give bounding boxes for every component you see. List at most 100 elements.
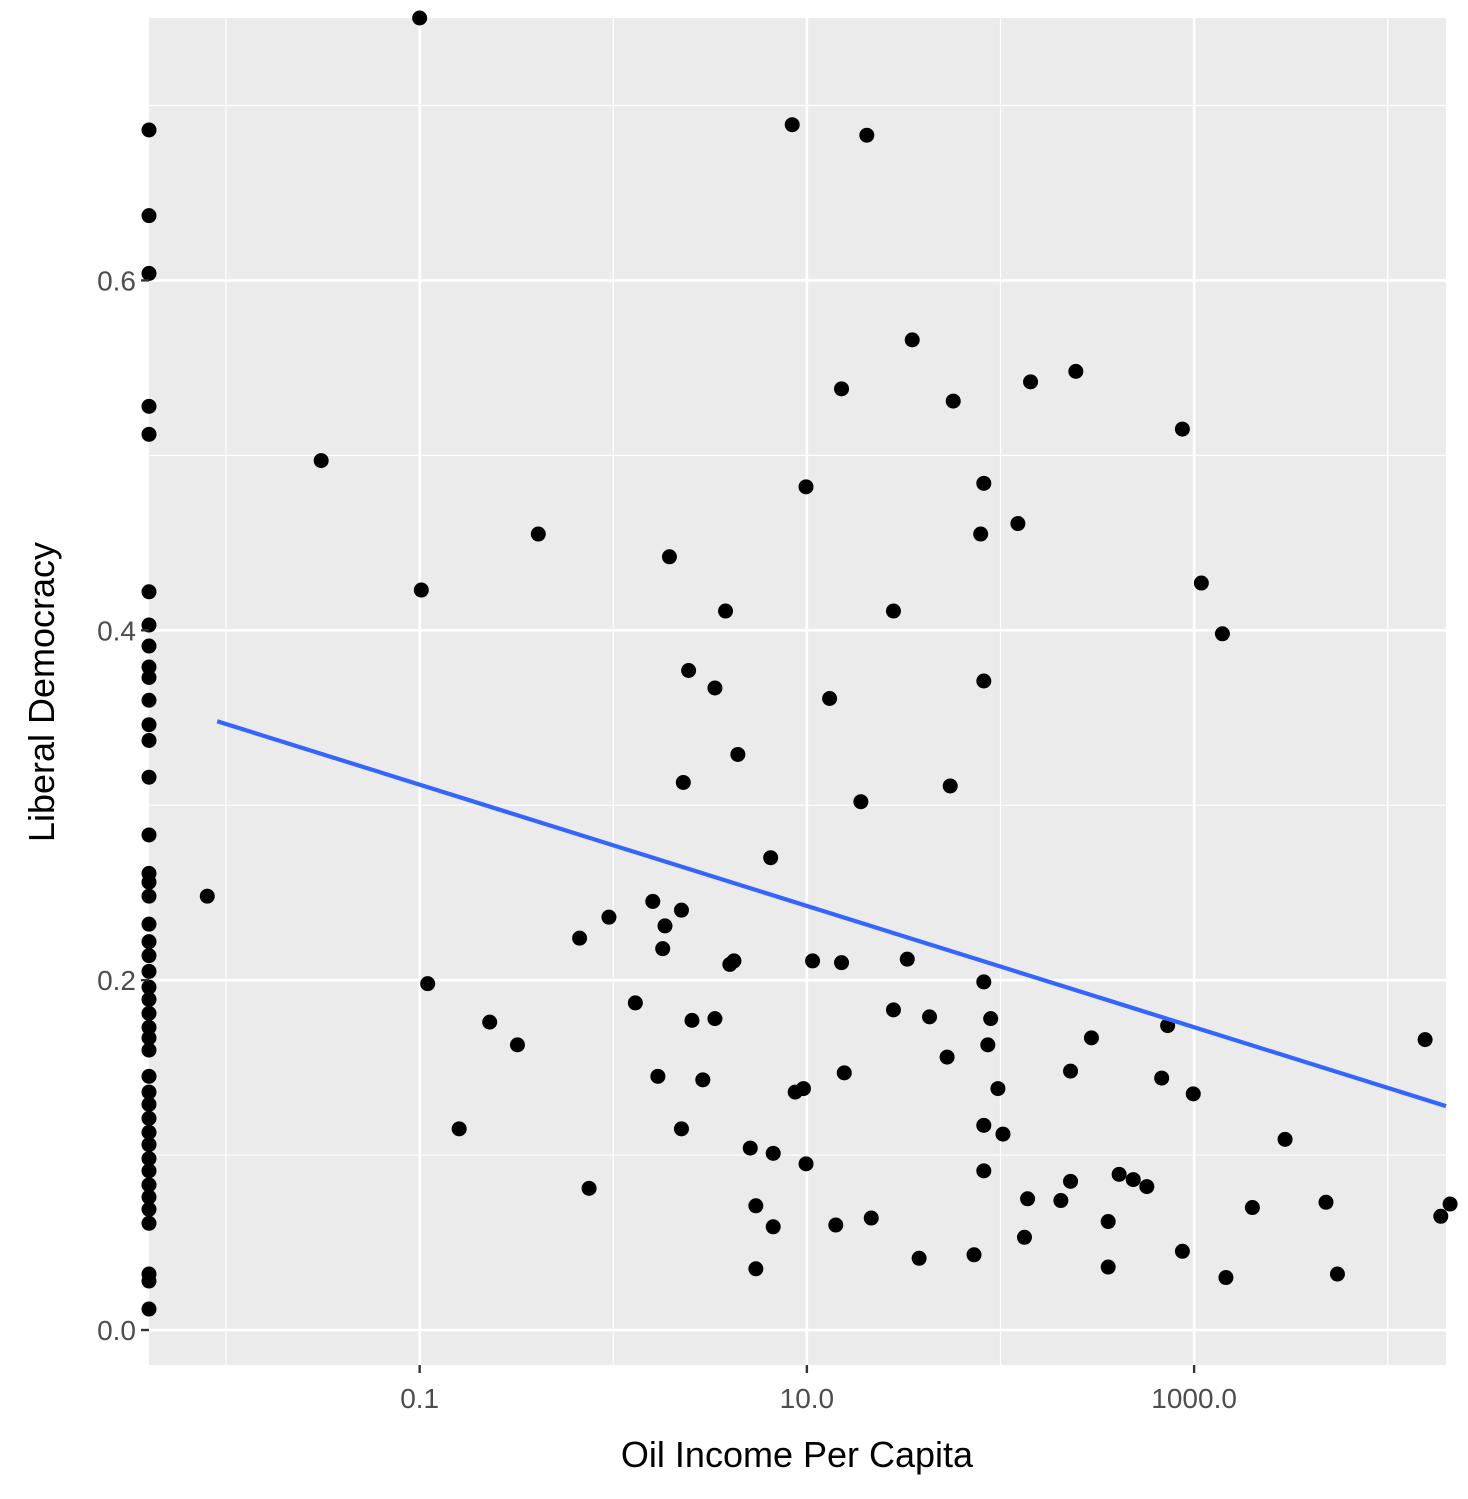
data-point — [763, 850, 779, 866]
data-point — [673, 1121, 689, 1137]
data-point — [885, 1002, 901, 1018]
data-point — [726, 953, 742, 969]
data-point — [976, 974, 992, 990]
data-point — [1111, 1166, 1127, 1182]
data-point — [657, 918, 673, 934]
data-point — [730, 746, 746, 762]
data-point — [141, 265, 157, 281]
data-point — [141, 1096, 157, 1112]
data-point — [863, 1210, 879, 1226]
data-point — [141, 1151, 157, 1167]
grid-minor — [149, 18, 1446, 1365]
data-point — [650, 1068, 666, 1084]
data-point — [141, 991, 157, 1007]
data-point — [451, 1121, 467, 1137]
data-point — [1214, 626, 1230, 642]
data-point — [141, 426, 157, 442]
data-point — [141, 948, 157, 964]
data-point — [1244, 1200, 1260, 1216]
y-tick-label: 0.0 — [97, 1315, 136, 1346]
data-point — [141, 208, 157, 224]
data-point — [942, 778, 958, 794]
data-point — [1083, 1030, 1099, 1046]
data-point — [141, 1201, 157, 1217]
data-point — [834, 955, 850, 971]
data-point — [707, 1011, 723, 1027]
plot-panel — [149, 18, 1446, 1365]
data-point — [1053, 1193, 1069, 1209]
data-point — [141, 963, 157, 979]
x-axis-title: Oil Income Per Capita — [621, 1434, 974, 1475]
data-point — [141, 1030, 157, 1046]
data-point — [1329, 1266, 1345, 1282]
data-point — [1174, 421, 1190, 437]
data-point — [1154, 1070, 1170, 1086]
data-point — [141, 638, 157, 654]
data-point — [798, 479, 814, 495]
y-tick-label: 0.6 — [97, 265, 136, 296]
tick-labels: 0.1 10.0 1000.0 0.0 0.2 0.4 0.6 — [97, 265, 1237, 1414]
y-tick-label: 0.2 — [97, 965, 136, 996]
y-axis-title: Liberal Democracy — [21, 542, 62, 842]
data-point — [141, 1163, 157, 1179]
data-point — [1318, 1194, 1334, 1210]
data-point — [911, 1250, 927, 1266]
data-point — [983, 1011, 999, 1027]
data-point — [627, 995, 643, 1011]
data-point — [707, 680, 723, 696]
data-point — [141, 1189, 157, 1205]
data-point — [1100, 1214, 1116, 1230]
data-point — [748, 1261, 764, 1277]
data-point — [765, 1219, 781, 1235]
data-point — [828, 1217, 844, 1233]
data-point — [976, 1163, 992, 1179]
data-point — [141, 888, 157, 904]
data-point — [904, 332, 920, 348]
data-point — [420, 976, 436, 992]
data-point — [141, 398, 157, 414]
data-point — [976, 475, 992, 491]
x-tick-label: 10.0 — [780, 1383, 835, 1414]
data-point — [822, 690, 838, 706]
data-point — [655, 941, 671, 957]
data-point — [995, 1126, 1011, 1142]
data-point — [990, 1081, 1006, 1097]
data-point — [976, 1117, 992, 1133]
data-point — [885, 603, 901, 619]
data-point — [141, 1005, 157, 1021]
data-point — [980, 1037, 996, 1053]
data-point — [922, 1009, 938, 1025]
y-tick-label: 0.4 — [97, 615, 136, 646]
data-point — [572, 930, 588, 946]
data-point — [141, 692, 157, 708]
data-point — [1193, 575, 1209, 591]
data-point — [141, 1215, 157, 1231]
grid-major — [149, 18, 1446, 1365]
data-point — [141, 979, 157, 995]
data-point — [695, 1072, 711, 1088]
data-point — [1417, 1032, 1433, 1048]
data-point — [973, 526, 989, 542]
data-point — [859, 127, 875, 143]
data-point — [1020, 1191, 1036, 1207]
data-point — [141, 934, 157, 950]
data-point — [1218, 1270, 1234, 1286]
data-point — [412, 10, 428, 26]
data-point — [645, 893, 661, 909]
data-point — [1433, 1208, 1449, 1224]
data-point — [966, 1247, 982, 1263]
data-point — [899, 951, 915, 967]
data-point — [765, 1145, 781, 1161]
data-point — [141, 827, 157, 843]
data-point — [141, 732, 157, 748]
data-point — [1100, 1259, 1116, 1275]
data-point — [313, 453, 329, 469]
data-point — [1277, 1131, 1293, 1147]
axis-ticks — [141, 279, 1196, 1373]
data-point — [601, 909, 617, 925]
data-point — [1063, 1063, 1079, 1079]
data-point — [581, 1180, 597, 1196]
data-point — [199, 888, 215, 904]
data-point — [141, 1084, 157, 1100]
